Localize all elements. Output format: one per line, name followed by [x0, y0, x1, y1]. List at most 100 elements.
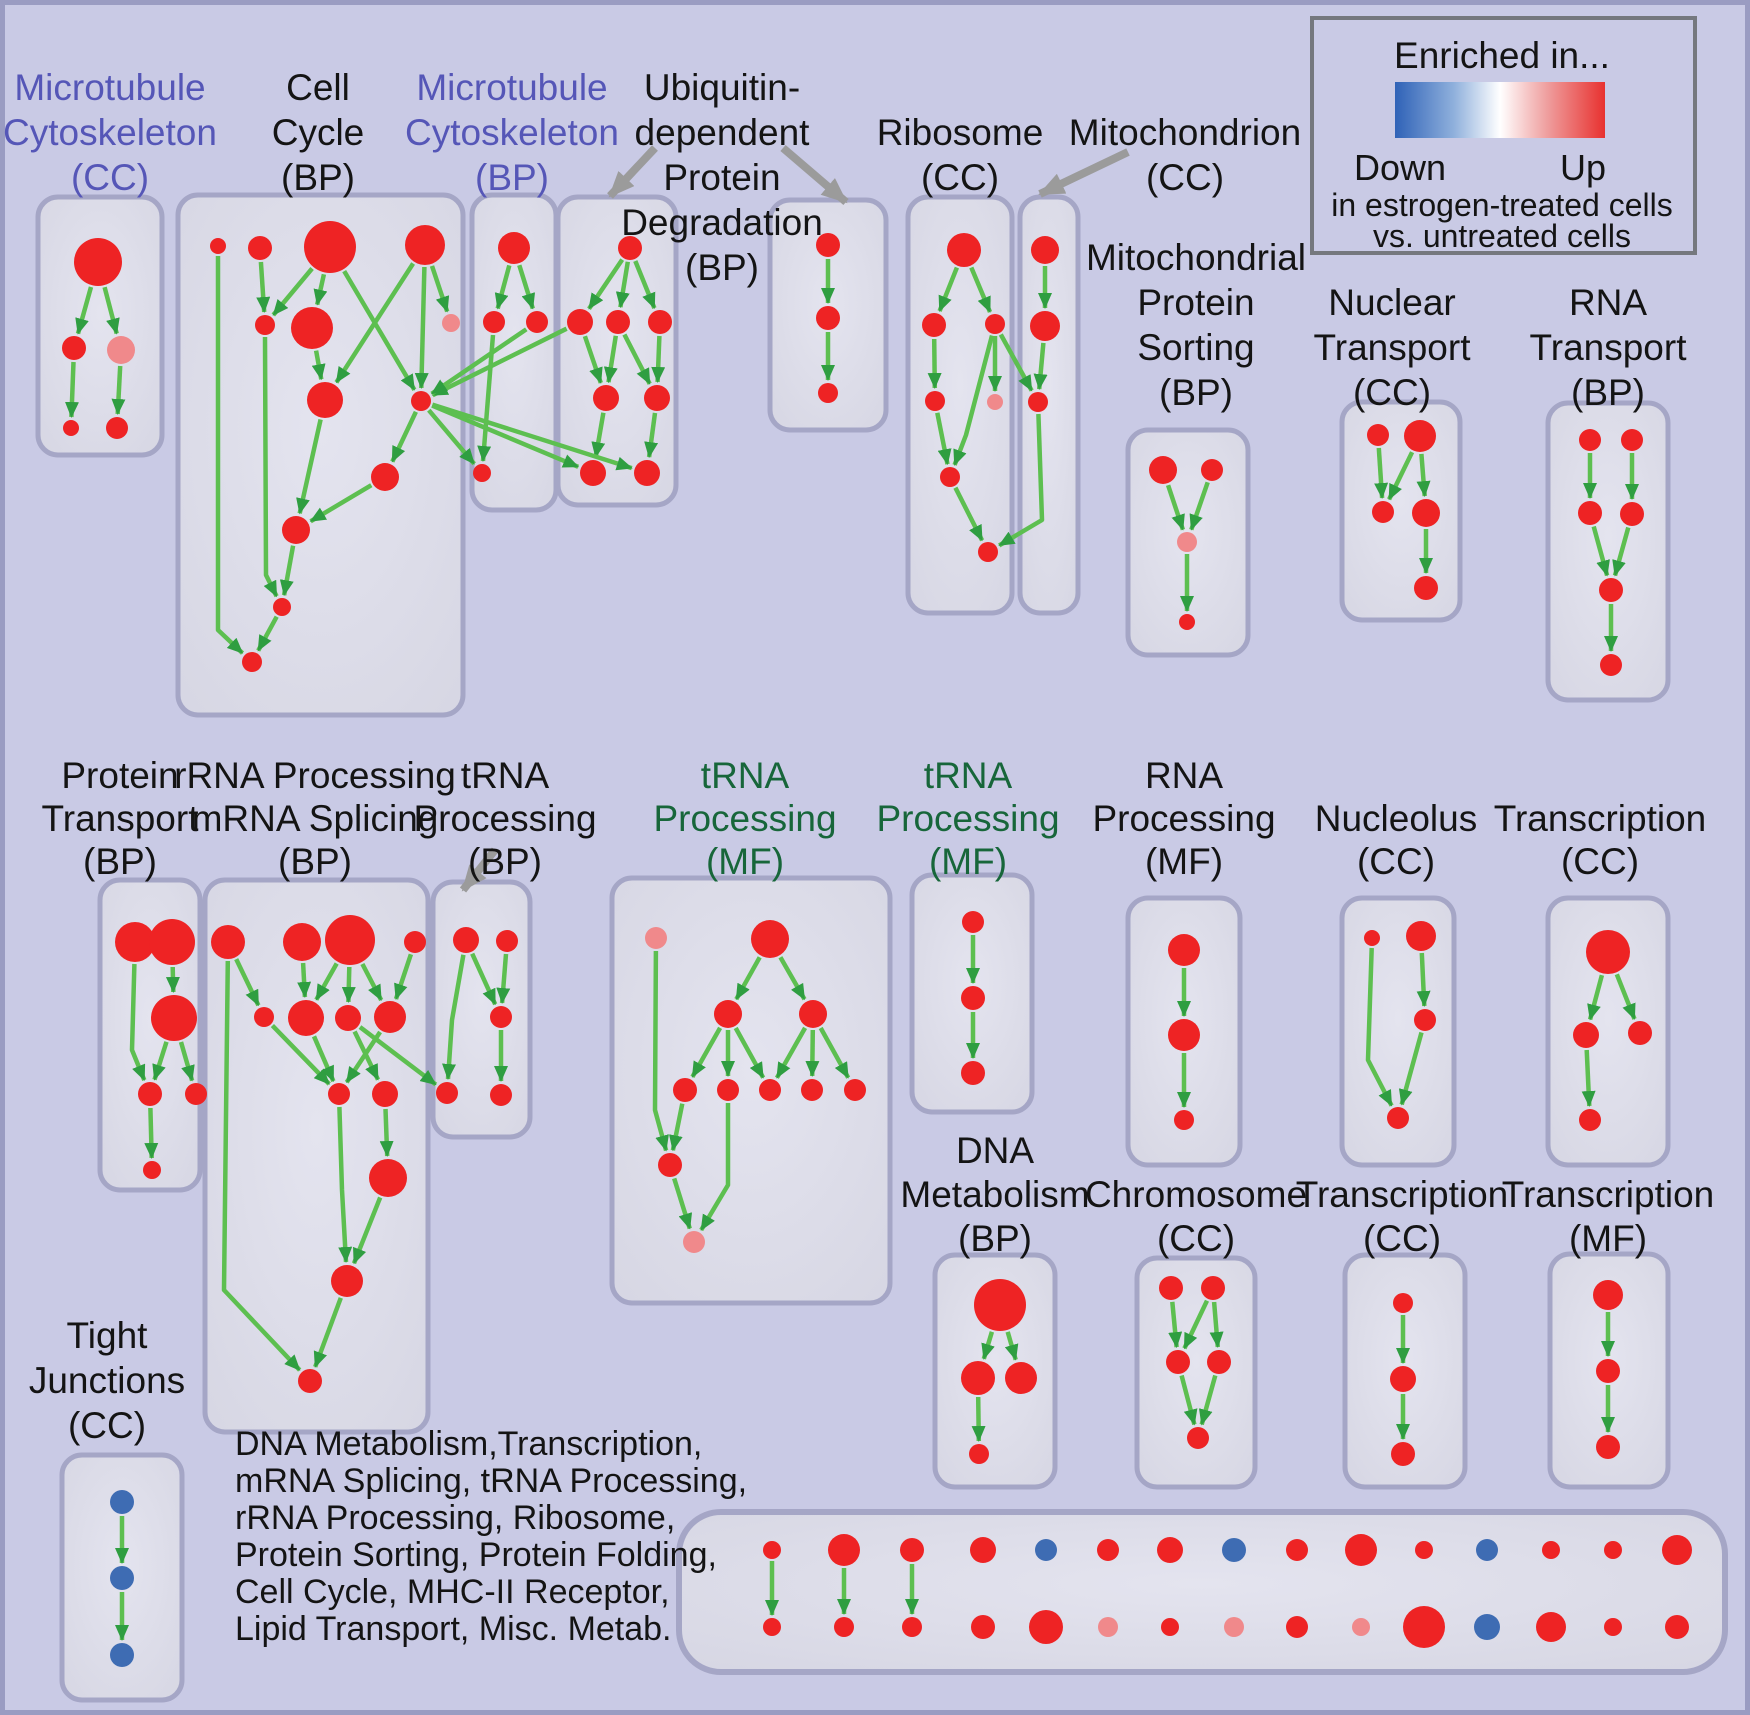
bottom-strip-top-node-9 [1345, 1534, 1377, 1566]
rrna-mrna-label-line-1: mRNA Splicing [192, 798, 439, 839]
protein-transport-node-0 [115, 922, 155, 962]
trna-mf-big-edge-6 [805, 1029, 820, 1077]
trna-bp-node-1 [496, 930, 518, 952]
chromosome-edge-2 [1209, 1301, 1224, 1348]
transcription-cc-bot-label-line-0: Transcription [1296, 1174, 1508, 1215]
rrna-mrna-label-line-2: (BP) [278, 841, 352, 882]
rrna-mrna-node-6 [335, 1005, 361, 1031]
chromosome-edge-3 [1179, 1374, 1198, 1426]
ubiquitin-1-node-2 [606, 310, 630, 334]
bottom-strip-bottom-node-9 [1352, 1618, 1370, 1636]
transcription-cc-mid-label-line-1: (CC) [1561, 841, 1639, 882]
rna-processing-mf-label-line-1: Processing [1092, 798, 1275, 839]
cell-cycle-edge-7 [311, 350, 326, 381]
rrna-mrna-edge-12 [337, 1106, 353, 1263]
protein-transport-edge-1 [165, 966, 180, 993]
dna-metabolism-node-3 [969, 1444, 989, 1464]
trna-mf-big-node-8 [844, 1079, 866, 1101]
rrna-mrna-node-7 [374, 1001, 406, 1033]
ubiquitin-1-node-1 [567, 309, 593, 335]
transcription-cc-bot-node-1 [1390, 1366, 1416, 1392]
transcription-cc-mid-label-line-0: Transcription [1494, 798, 1706, 839]
cell-cycle-node-11 [273, 598, 291, 616]
tight-junctions-node-2 [110, 1643, 134, 1667]
nuclear-transport-node-3 [1412, 499, 1440, 527]
trna-mf-big-node-0 [645, 927, 667, 949]
rrna-mrna-label-line-0: rRNA Processing [174, 755, 456, 796]
cell-cycle-edge-9 [296, 419, 323, 515]
misc-category-text-line-5: Lipid Transport, Misc. Metab. [235, 1610, 672, 1648]
ubiquitin-1-edge-2 [633, 260, 657, 310]
graph-nodes-layer [62, 221, 1692, 1667]
mitochondrion-cc-node-0 [1031, 236, 1059, 264]
trna-bp-edge-1 [496, 953, 511, 1004]
ubiquitin-1-edge-0 [587, 258, 625, 310]
rrna-mrna-edge-7 [311, 1035, 336, 1083]
rrna-mrna-node-8 [328, 1083, 350, 1105]
rrna-mrna-edge-2 [314, 962, 339, 1001]
transcription-mf-node-0 [1593, 1280, 1623, 1310]
trna-mf-big-node-10 [683, 1231, 705, 1253]
ubiquitin-1-node-0 [618, 236, 642, 260]
dna-metabolism-node-1 [961, 1361, 995, 1395]
cluster-labels-layer: MicrotubuleCytoskeleton(CC)CellCycle(BP)… [3, 67, 1714, 1648]
rna-transport-node-3 [1620, 502, 1644, 526]
cell-cycle-node-0 [210, 238, 226, 254]
microtubule-cc-edge-0 [75, 286, 94, 335]
rrna-mrna-edge-4 [360, 962, 384, 1002]
microtubule-bp-label-line-2: (BP) [475, 157, 549, 198]
trna-mf-big-node-2 [714, 1000, 742, 1028]
transcription-cc-mid-edge-1 [1614, 973, 1637, 1020]
bottom-strip-bottom-node-4 [1029, 1610, 1063, 1644]
label-pointer-arrow-1 [780, 144, 849, 206]
transcription-cc-mid-node-0 [1586, 930, 1630, 974]
label-pointer-arrows-layer [459, 144, 1130, 893]
trna-mf-small-label-line-0: tRNA [924, 755, 1013, 796]
bottom-strip-bottom-node-6 [1161, 1618, 1179, 1636]
protein-transport-node-4 [185, 1083, 207, 1105]
tight-junctions-label-line-2: (CC) [68, 1405, 146, 1446]
trna-mf-big-node-7 [801, 1079, 823, 1101]
nuclear-transport-edge-2 [1416, 453, 1431, 498]
microtubule-cc-node-4 [106, 417, 128, 439]
transcription-cc-mid-node-2 [1628, 1021, 1652, 1045]
transcription-mf-node-2 [1596, 1435, 1620, 1459]
chromosome-label-line-0: Chromosome [1085, 1174, 1307, 1215]
bottom-strip-top-node-8 [1286, 1539, 1308, 1561]
ubiquitin-1-node-3 [648, 310, 672, 334]
ubiquitin-1-node-7 [634, 460, 660, 486]
trna-mf-big-node-1 [751, 920, 789, 958]
bottom-strip-top-node-5 [1097, 1539, 1119, 1561]
mito-sorting-node-1 [1201, 459, 1223, 481]
rrna-mrna-edge-1 [297, 962, 312, 998]
rrna-mrna-edge-6 [270, 1024, 331, 1086]
legend-up-label: Up [1560, 147, 1606, 188]
transcription-mf-label-line-0: Transcription [1502, 1174, 1714, 1215]
dna-metabolism-edge-2 [971, 1396, 986, 1442]
trna-mf-big-label-line-0: tRNA [701, 755, 790, 796]
microtubule-cc-label-line-2: (CC) [71, 157, 149, 198]
protein-transport-node-5 [143, 1161, 161, 1179]
mito-sorting-edge-0 [1165, 484, 1186, 531]
microtubule-bp-edge-2 [477, 334, 496, 462]
trna-bp-label-line-1: Processing [413, 798, 596, 839]
transcription-cc-mid-node-1 [1573, 1022, 1599, 1048]
rna-transport-node-2 [1578, 501, 1602, 525]
tight-junctions-label-line-1: Junctions [29, 1360, 185, 1401]
chromosome-node-1 [1201, 1276, 1225, 1300]
trna-bp-node-2 [490, 1006, 512, 1028]
bottom-strip-bottom-node-2 [902, 1617, 922, 1637]
microtubule-cc-node-3 [63, 420, 79, 436]
rrna-mrna-node-12 [298, 1369, 322, 1393]
tight-junctions-label-line-0: Tight [67, 1315, 149, 1356]
chromosome-node-4 [1187, 1427, 1209, 1449]
cross-edge-1 [430, 327, 528, 396]
cell-cycle-edge-8 [390, 410, 418, 463]
trna-mf-big-node-3 [799, 1000, 827, 1028]
transcription-cc-bot-node-2 [1391, 1442, 1415, 1466]
protein-transport-node-2 [151, 995, 197, 1041]
trna-mf-big-edge-8 [652, 950, 669, 1152]
ubiquitin-1-edge-8 [644, 412, 659, 459]
cluster-box-transcription-cc-mid [1545, 895, 1671, 1168]
bottom-strip-top-node-12 [1542, 1541, 1560, 1559]
